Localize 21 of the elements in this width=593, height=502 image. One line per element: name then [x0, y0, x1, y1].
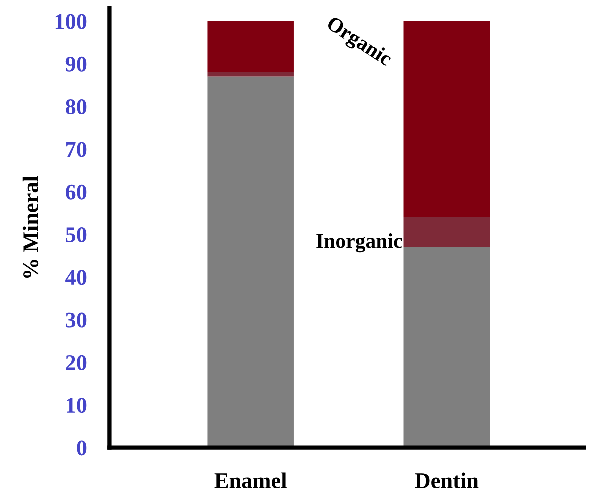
- y-tick-label: 40: [66, 270, 87, 286]
- bar: [404, 21, 490, 218]
- y-tick-label: 20: [66, 355, 87, 370]
- y-tick-label: 60: [66, 184, 87, 200]
- x-tick-label: Enamel: [214, 472, 287, 488]
- y-tick-label: 0: [77, 440, 87, 456]
- bar: [208, 76, 294, 448]
- y-tick-label: 100: [56, 14, 87, 30]
- y-tick-label: 10: [67, 398, 87, 414]
- bar: [208, 72, 294, 77]
- x-tick-label: Dentin: [415, 472, 479, 488]
- y-tick-label: 50: [66, 227, 87, 242]
- y-axis-title: % Mineral: [22, 176, 39, 278]
- y-tick-label: 30: [66, 312, 87, 328]
- bar: [208, 21, 294, 72]
- y-tick-label: 80: [66, 100, 87, 115]
- bar: [404, 218, 490, 248]
- series-label: Inorganic: [316, 234, 402, 253]
- y-tick-label: 70: [66, 142, 87, 158]
- bar: [404, 247, 490, 448]
- y-tick-label: 90: [66, 56, 87, 72]
